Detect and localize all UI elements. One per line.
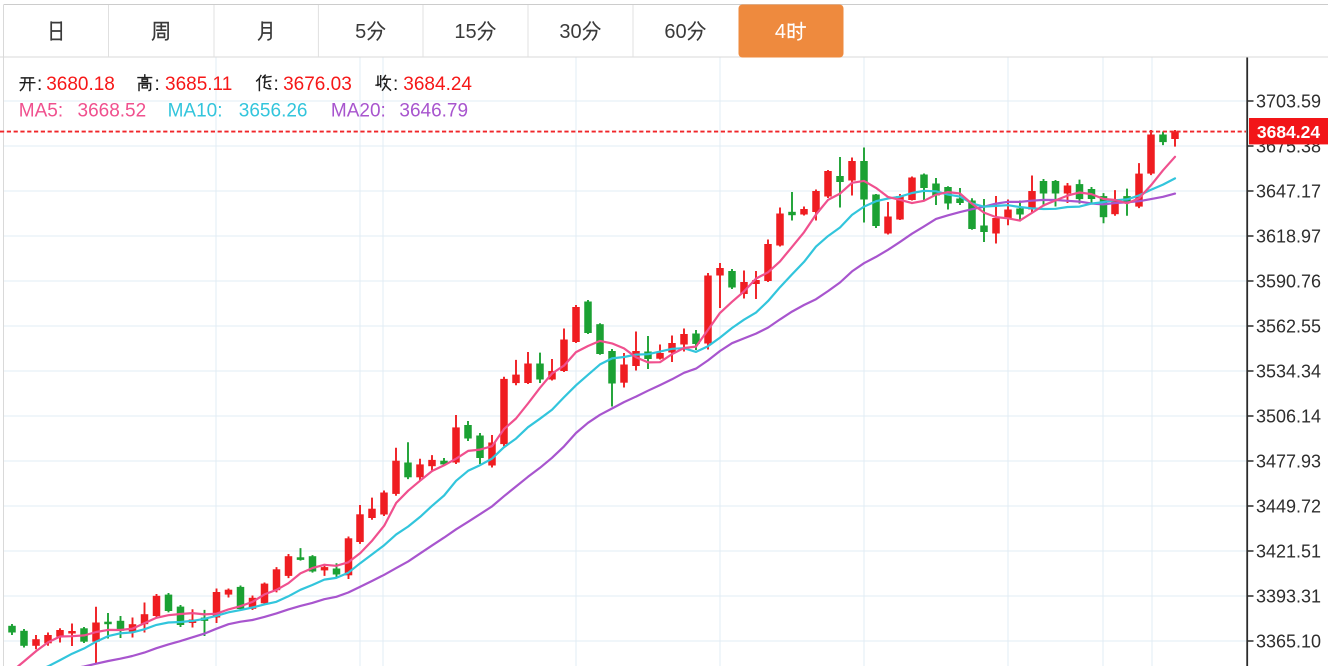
svg-text::: : (37, 74, 42, 95)
svg-text:15: 15 (454, 21, 476, 43)
svg-text:3646.79: 3646.79 (399, 101, 468, 122)
svg-text:4: 4 (775, 21, 786, 43)
svg-text:3506.14: 3506.14 (1256, 406, 1321, 426)
svg-text:3477.93: 3477.93 (1256, 451, 1321, 471)
svg-text::: : (274, 74, 279, 95)
svg-text:3676.03: 3676.03 (283, 74, 352, 95)
svg-text:3685.11: 3685.11 (165, 74, 232, 95)
svg-text:MA5:: MA5: (19, 101, 63, 122)
svg-text:3618.97: 3618.97 (1256, 226, 1321, 246)
svg-text:3668.52: 3668.52 (78, 101, 147, 122)
svg-text:3590.76: 3590.76 (1256, 271, 1321, 291)
svg-text:3393.31: 3393.31 (1256, 586, 1321, 606)
svg-text:3365.10: 3365.10 (1256, 631, 1321, 651)
svg-text:MA20:: MA20: (331, 101, 386, 122)
svg-text:MA10:: MA10: (168, 101, 223, 122)
svg-text::: : (393, 74, 398, 95)
svg-text:3684.24: 3684.24 (1257, 122, 1321, 142)
svg-text:5: 5 (355, 21, 366, 43)
svg-text::: : (155, 74, 160, 95)
svg-text:3647.17: 3647.17 (1256, 181, 1321, 201)
svg-text:30: 30 (559, 21, 581, 43)
svg-text:3684.24: 3684.24 (403, 74, 472, 95)
svg-text:3703.59: 3703.59 (1256, 91, 1321, 111)
svg-text:3680.18: 3680.18 (46, 74, 115, 95)
svg-text:3562.55: 3562.55 (1256, 316, 1321, 336)
svg-text:3421.51: 3421.51 (1256, 541, 1321, 561)
svg-text:60: 60 (664, 21, 686, 43)
svg-text:3656.26: 3656.26 (239, 101, 308, 122)
svg-text:3449.72: 3449.72 (1256, 496, 1321, 516)
svg-text:3534.34: 3534.34 (1256, 361, 1321, 381)
